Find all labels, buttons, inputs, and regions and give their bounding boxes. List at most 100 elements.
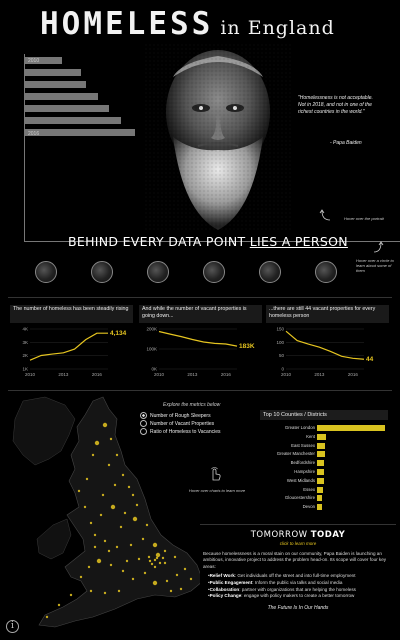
map-dot[interactable] [155, 552, 161, 558]
map-dot[interactable] [189, 577, 193, 581]
info-icon[interactable]: i [6, 620, 19, 633]
map-dot[interactable] [152, 542, 158, 548]
map-dot[interactable] [161, 556, 165, 560]
map-dot[interactable] [99, 513, 103, 517]
map-dot[interactable] [79, 575, 83, 579]
map-dot[interactable] [117, 589, 121, 593]
map-dot[interactable] [143, 571, 147, 575]
chart-ratio[interactable]: 0 50 100 150 2010 2013 2016 44 [266, 323, 389, 380]
panel-vacant[interactable]: And while the number of vacant propertie… [139, 305, 262, 380]
map-dot[interactable] [135, 503, 139, 507]
map-dot[interactable] [93, 545, 97, 549]
bar[interactable] [317, 442, 325, 449]
map-dot[interactable] [141, 537, 145, 541]
bar[interactable] [317, 486, 323, 493]
map-dot[interactable] [131, 577, 135, 581]
map-dot[interactable] [57, 603, 61, 607]
map-dot[interactable] [85, 477, 89, 481]
map-dot[interactable] [148, 559, 152, 563]
map-dot[interactable] [163, 561, 167, 565]
map-dot[interactable] [173, 555, 177, 559]
radio-rough-sleepers[interactable]: Number of Rough Sleepers [140, 412, 221, 419]
map-dot[interactable] [96, 558, 102, 564]
bar-row[interactable]: Kent [260, 433, 388, 441]
map-dot[interactable] [94, 440, 100, 446]
map-dot[interactable] [91, 453, 95, 457]
bar-row[interactable]: East Sussex [260, 442, 388, 450]
map-dot[interactable] [93, 533, 97, 537]
radio-ratio[interactable]: Ratio of Homeless to Vacancies [140, 428, 221, 435]
map-dot[interactable] [113, 483, 117, 487]
bar[interactable] [317, 433, 326, 440]
map-dot[interactable] [127, 485, 131, 489]
year-bar[interactable] [25, 105, 109, 112]
map-dot[interactable] [158, 561, 162, 565]
series-line[interactable] [29, 332, 108, 361]
series-line[interactable] [158, 330, 238, 347]
england-map[interactable] [5, 395, 210, 633]
map-dot[interactable] [165, 579, 169, 583]
radio-dot-selected[interactable] [140, 412, 147, 419]
portrait-image[interactable] [143, 42, 293, 232]
bar-row[interactable]: West Midlands [260, 477, 388, 485]
person-circle-5[interactable] [259, 261, 281, 283]
chart-vacant[interactable]: 0K 100K 200K 2010 2013 2016 183K [139, 323, 262, 380]
radio-dot[interactable] [140, 420, 147, 427]
year-bar[interactable] [25, 57, 62, 64]
map-dot[interactable] [107, 549, 111, 553]
year-bar[interactable] [25, 117, 121, 124]
series-line[interactable] [285, 330, 365, 360]
person-circle-3[interactable] [147, 261, 169, 283]
bar[interactable] [317, 477, 324, 484]
person-circle-1[interactable] [35, 261, 57, 283]
map-dot[interactable] [77, 489, 81, 493]
panel-ratio[interactable]: ...there are still 44 vacant properties … [266, 305, 389, 380]
map-dot[interactable] [103, 591, 107, 595]
map-dot[interactable] [102, 422, 108, 428]
bar-row[interactable]: Bedfordshire [260, 459, 388, 467]
person-circle-2[interactable] [91, 261, 113, 283]
bar-row[interactable]: Hampshire [260, 468, 388, 476]
top10-chart[interactable]: Top 10 Counties / Districts Greater Lond… [260, 410, 388, 522]
map-dot[interactable] [101, 493, 105, 497]
map-dot[interactable] [89, 521, 93, 525]
year-bar[interactable] [25, 93, 98, 100]
map-dot[interactable] [110, 504, 116, 510]
map-dot[interactable] [183, 567, 187, 571]
bar-row[interactable]: Greater Manchester [260, 450, 388, 458]
bar-row[interactable]: Gloucestershire [260, 494, 388, 502]
map-dot[interactable] [152, 580, 158, 586]
map-dot[interactable] [119, 525, 123, 529]
map-dot[interactable] [129, 543, 133, 547]
map-dot[interactable] [175, 573, 179, 577]
map-dot[interactable] [115, 545, 119, 549]
map-dot[interactable] [109, 437, 113, 441]
year-bar[interactable] [25, 69, 81, 76]
person-circle-6[interactable] [315, 261, 337, 283]
map-dot[interactable] [121, 569, 125, 573]
bar[interactable] [317, 425, 385, 431]
bar[interactable] [317, 460, 324, 467]
map-dot[interactable] [131, 493, 135, 497]
map-dot[interactable] [132, 516, 138, 522]
map-dot[interactable] [103, 539, 107, 543]
map-dot[interactable] [115, 453, 119, 457]
map-dot[interactable] [145, 523, 149, 527]
bar[interactable] [317, 495, 322, 502]
radio-vacant-properties[interactable]: Number of Vacant Properties [140, 420, 221, 427]
map-dot[interactable] [107, 463, 111, 467]
map-dot[interactable] [83, 505, 87, 509]
bar-row[interactable]: Devon [260, 503, 388, 511]
bar-row[interactable]: Greater London [260, 424, 388, 432]
bar[interactable] [317, 469, 324, 475]
map-dot[interactable] [150, 562, 154, 566]
map-dot[interactable] [169, 589, 173, 593]
map-dot[interactable] [153, 558, 157, 562]
map-dot[interactable] [69, 593, 73, 597]
chart-homeless[interactable]: 1K 2K 3K 4K 2010 2013 2016 4,134 [10, 323, 133, 380]
map-dot[interactable] [109, 563, 113, 567]
map-dot[interactable] [123, 511, 127, 515]
radio-dot[interactable] [140, 428, 147, 435]
bar-row[interactable]: Essex [260, 486, 388, 494]
map-dot[interactable] [45, 615, 49, 619]
